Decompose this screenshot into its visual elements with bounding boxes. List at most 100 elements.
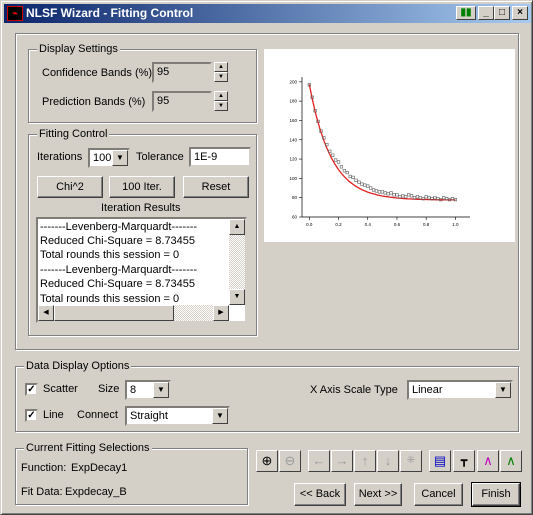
sheet-icon[interactable]: ┳ [453, 450, 475, 472]
scroll-left-icon[interactable]: ◀ [38, 305, 54, 321]
minimize-button[interactable]: _ [478, 6, 494, 20]
prediction-bands-input[interactable]: 95 [152, 91, 212, 112]
prediction-bands-spinner[interactable]: ▲ ▼ [214, 91, 228, 111]
connect-select[interactable]: Straight ▼ [125, 406, 230, 426]
y-tick-label: 200 [289, 79, 297, 84]
horizontal-scrollbar[interactable]: ◀ ▶ [38, 305, 229, 321]
data-point [436, 197, 440, 201]
arrow-up-icon[interactable]: ↑ [354, 450, 376, 472]
y-tick-label: 60 [292, 215, 298, 220]
size-select[interactable]: 8 ▼ [125, 380, 171, 400]
data-point [339, 165, 344, 169]
iterations-select[interactable]: 100 ▼ [88, 148, 130, 168]
back-button[interactable]: << Back [294, 483, 346, 506]
data-point [389, 191, 393, 195]
arrow-left-icon[interactable]: ← [308, 450, 330, 472]
chi2-button[interactable]: Chi^2 [37, 176, 103, 198]
data-point [401, 194, 405, 198]
window-icon[interactable]: ▤ [429, 450, 451, 472]
finish-button[interactable]: Finish [471, 482, 521, 507]
data-point [313, 109, 317, 113]
x-axis-scale-select[interactable]: Linear ▼ [407, 380, 513, 400]
size-label: Size [98, 383, 120, 395]
arrow-down-icon[interactable]: ↓ [377, 450, 399, 472]
close-button[interactable]: × [512, 6, 528, 20]
y-tick-label: 120 [289, 157, 297, 162]
data-point [398, 195, 402, 199]
data-point [357, 180, 361, 184]
y-tick-label: 180 [289, 99, 297, 104]
cancel-button[interactable]: Cancel [414, 483, 463, 506]
battery-icon[interactable]: ▮▮ [456, 6, 476, 20]
results-line: Reduced Chi-Square = 8.73455 [40, 278, 196, 290]
iteration-results-box[interactable]: -------Levenberg-Marquardt------- Reduce… [36, 217, 247, 323]
scroll-right-icon[interactable]: ▶ [213, 305, 229, 321]
main-panel [15, 33, 519, 350]
rescale-icon[interactable]: ⁜ [400, 450, 422, 472]
data-point [415, 195, 420, 199]
data-point [354, 178, 358, 182]
data-point [374, 189, 379, 193]
data-point [371, 188, 376, 192]
results-line: Reduced Chi-Square = 8.73455 [40, 235, 196, 247]
data-point [319, 129, 323, 133]
data-point [442, 196, 446, 200]
scatter-checkbox[interactable]: ✓ [25, 383, 38, 396]
100-iter-button[interactable]: 100 Iter. [109, 176, 175, 198]
next-button[interactable]: Next >> [354, 483, 402, 506]
arrow-right-icon[interactable]: → [331, 450, 353, 472]
title-bar[interactable]: ⌁ NLSF Wizard - Fitting Control ▮▮ _ □ × [4, 4, 531, 23]
spin-up-icon[interactable]: ▲ [214, 62, 228, 72]
reset-button[interactable]: Reset [183, 176, 249, 198]
scatter-label: Scatter [43, 383, 78, 395]
data-point [433, 196, 437, 200]
data-display-group: Data Display Options [15, 360, 519, 432]
chevron-down-icon[interactable]: ▼ [212, 408, 228, 424]
data-point [310, 95, 314, 99]
iterations-label: Iterations [37, 151, 83, 163]
spin-up-icon[interactable]: ▲ [214, 91, 228, 101]
fit-graph-icon[interactable]: ∧ [500, 450, 522, 472]
data-point [412, 196, 417, 200]
confidence-bands-spinner[interactable]: ▲ ▼ [214, 62, 228, 82]
data-point [363, 183, 367, 187]
spin-down-icon[interactable]: ▼ [214, 101, 228, 111]
connect-label: Connect [77, 409, 118, 421]
line-label: Line [43, 409, 64, 421]
data-point [453, 198, 457, 202]
data-point [439, 198, 443, 202]
data-point [348, 174, 352, 179]
maximize-button[interactable]: □ [494, 6, 510, 20]
confidence-bands-input[interactable]: 95 [152, 62, 212, 83]
chevron-down-icon[interactable]: ▼ [495, 382, 511, 398]
line-graph-icon[interactable]: ∧ [477, 450, 499, 472]
tolerance-input[interactable]: 1E-9 [189, 147, 251, 167]
data-point [334, 158, 338, 162]
display-settings-group: Display Settings [28, 43, 257, 123]
line-checkbox[interactable]: ✓ [25, 409, 38, 422]
results-line: -------Levenberg-Marquardt------- [40, 221, 198, 233]
chevron-down-icon[interactable]: ▼ [153, 382, 169, 398]
iterations-value: 100 [93, 152, 112, 164]
zoom-in-icon[interactable]: ⊕ [256, 450, 278, 472]
data-point [418, 196, 422, 200]
data-point [407, 193, 411, 197]
data-point [409, 194, 414, 198]
data-point [421, 197, 425, 201]
data-point [345, 170, 349, 175]
results-line: Total rounds this session = 0 [40, 249, 180, 261]
tolerance-label: Tolerance [136, 151, 184, 163]
vertical-scrollbar[interactable]: ▲ ▼ [229, 219, 245, 305]
scroll-up-icon[interactable]: ▲ [229, 219, 245, 235]
data-point [386, 192, 390, 196]
y-tick-label: 80 [292, 195, 298, 200]
zoom-out-icon[interactable]: ⊖ [279, 450, 301, 472]
data-point [427, 196, 431, 200]
scroll-thumb[interactable] [54, 305, 174, 321]
function-label: Function: [21, 462, 67, 474]
scroll-down-icon[interactable]: ▼ [229, 289, 245, 305]
chevron-down-icon[interactable]: ▼ [112, 150, 128, 166]
chart-svg: 0.0 0.2 0.4 0.6 0.8 1.0 60 80 100 120 140 160 180 200 [289, 77, 470, 227]
data-point [430, 197, 434, 201]
spin-down-icon[interactable]: ▼ [214, 72, 228, 82]
